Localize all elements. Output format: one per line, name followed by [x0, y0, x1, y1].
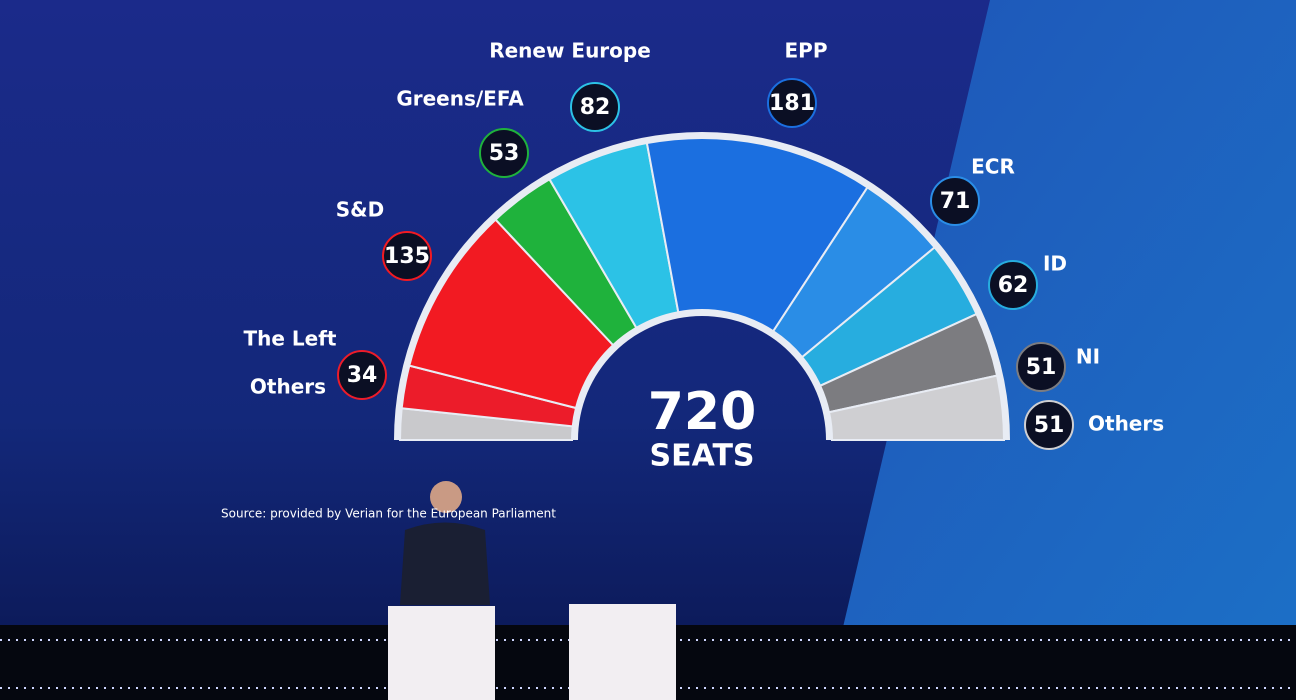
party-label: ECR [971, 155, 1015, 179]
party-label: Greens/EFA [396, 87, 524, 111]
party-label: Renew Europe [489, 39, 651, 63]
seat-count: 62 [998, 273, 1029, 298]
seat-count: 181 [769, 91, 815, 116]
seat-badge [570, 82, 620, 132]
party-label: The Left [244, 327, 337, 351]
seat-count: 71 [940, 189, 971, 214]
seat-count: 51 [1034, 413, 1065, 438]
seat-badge [1016, 342, 1066, 392]
party-label: NI [1076, 345, 1100, 369]
seat-badge [479, 128, 529, 178]
seat-segment [645, 137, 869, 333]
podium [569, 604, 676, 700]
seat-badge [930, 176, 980, 226]
seat-badge [988, 260, 1038, 310]
seat-badge [767, 78, 817, 128]
party-label: ID [1043, 252, 1067, 276]
seat-badge [1024, 400, 1074, 450]
speaker [400, 481, 490, 605]
source: Source: provided by Verian for the Europ… [221, 507, 556, 521]
center-sublabel: SEATS [649, 439, 754, 474]
party-label: Others [250, 375, 326, 399]
seat-count: 53 [489, 141, 520, 166]
seat-count: 82 [580, 95, 611, 120]
party-label: EPP [785, 39, 828, 63]
seat-badge [337, 350, 387, 400]
center-label: 720 [648, 382, 757, 442]
seat-badge [382, 231, 432, 281]
party-label: S&D [336, 198, 384, 222]
seat-segment [827, 374, 1006, 441]
seat-count: 135 [384, 244, 430, 269]
podium [388, 606, 495, 700]
party-label: Others [1088, 412, 1164, 436]
screen-right-panel [840, 0, 1296, 640]
seat-count: 51 [1026, 355, 1057, 380]
seat-count: 34 [347, 363, 378, 388]
